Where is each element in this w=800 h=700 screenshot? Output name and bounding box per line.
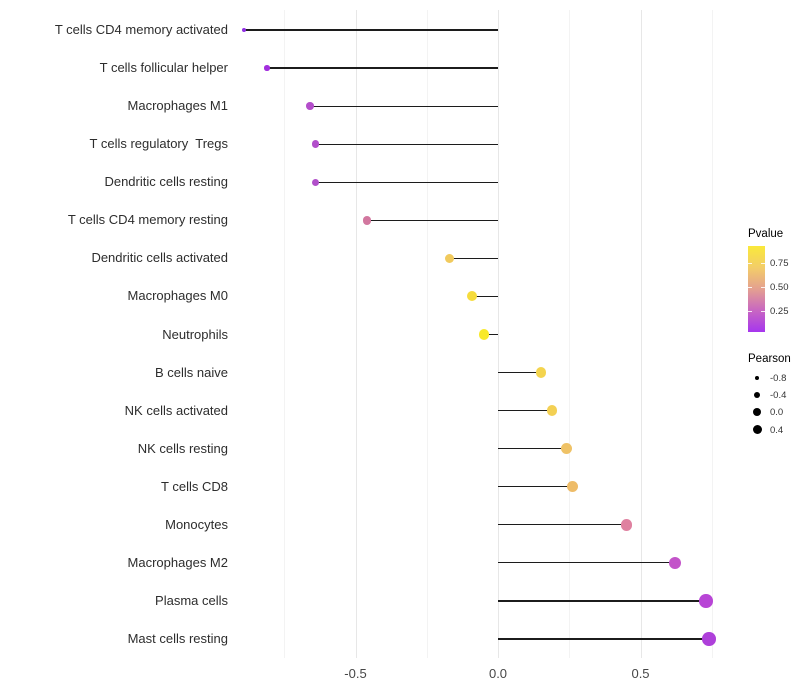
y-axis-label: T cells follicular helper [99, 60, 228, 76]
lollipop-dot [702, 632, 716, 646]
lollipop-dot [311, 178, 320, 186]
colorbar-tick [748, 262, 752, 264]
lollipop-dot [478, 329, 489, 340]
x-axis-tick-label: 0.0 [488, 666, 508, 681]
y-axis-label: T cells CD4 memory activated [54, 22, 228, 37]
y-axis-label: NK cells resting [137, 440, 228, 456]
lollipop-stick [498, 448, 567, 450]
y-axis-label: Macrophages M0 [127, 288, 228, 304]
pearson-legend-title: Pearson [748, 353, 791, 365]
y-axis-label: T cells CD4 memory resting [67, 212, 228, 228]
y-axis-label: T cells CD8 [161, 478, 228, 494]
colorbar-tick-label: 0.25 [770, 305, 789, 317]
lollipop-stick [483, 333, 499, 336]
lollipop-stick [498, 600, 706, 602]
lollipop-stick [498, 410, 553, 412]
y-axis-label: Dendritic cells activated [91, 250, 228, 266]
lollipop-stick [309, 105, 498, 107]
size-legend-dot [754, 375, 760, 381]
lollipop-stick [498, 486, 573, 488]
colorbar-tick-label: 0.75 [770, 257, 789, 269]
y-axis-label: T cells regulatory Tregs [89, 136, 228, 152]
y-axis-label: Mast cells resting [127, 631, 228, 646]
y-axis-label: Neutrophils [162, 326, 228, 342]
lollipop-dot [467, 291, 478, 302]
size-legend-label: 0.4 [770, 424, 784, 436]
lollipop-dot [306, 102, 314, 110]
pvalue-legend-title: Pvalue [748, 228, 784, 240]
colorbar-tick [761, 310, 765, 312]
y-axis-label: Macrophages M1 [127, 98, 228, 114]
x-axis-tick-label: -0.5 [344, 666, 367, 681]
y-axis-label: Dendritic cells resting [104, 174, 228, 190]
y-axis-label: Macrophages M2 [127, 554, 228, 570]
gridline-major [355, 10, 357, 658]
lollipop-stick [498, 371, 541, 374]
lollipop-dot [560, 443, 572, 455]
lollipop-dot [264, 65, 270, 71]
colorbar-tick [748, 286, 752, 288]
size-legend-label: -0.8 [770, 373, 787, 384]
size-legend-label: 0.0 [770, 407, 784, 418]
y-axis-label: NK cells activated [124, 402, 228, 418]
size-legend-dot [753, 391, 761, 399]
lollipop-dot [444, 253, 455, 264]
gridline-minor [284, 10, 286, 658]
x-axis-tick-label: 0.5 [631, 666, 650, 681]
lollipop-stick [498, 562, 675, 564]
lollipop-stick [498, 524, 627, 526]
gridline-minor [569, 10, 571, 658]
lollipop-dot [311, 140, 320, 148]
y-axis-label: Monocytes [165, 516, 228, 532]
lollipop-stick [315, 181, 498, 183]
gridline-major [498, 10, 499, 658]
pvalue-colorbar [748, 246, 765, 332]
lollipop-stick [449, 257, 498, 259]
gridline-minor [426, 10, 428, 658]
colorbar-tick [761, 262, 765, 264]
lollipop-dot [668, 556, 681, 569]
size-legend-dot [753, 408, 761, 416]
y-axis-label: B cells naive [155, 364, 228, 380]
lollipop-dot [566, 481, 578, 493]
size-legend-label: -0.4 [770, 390, 787, 401]
lollipop-stick [315, 143, 498, 145]
lollipop-stick [267, 67, 498, 69]
lollipop-stick [498, 638, 709, 640]
lollipop-dot [535, 367, 546, 378]
lollipop-stick [244, 29, 498, 31]
lollipop-dot [699, 594, 713, 608]
gridline-minor [711, 10, 713, 658]
lollipop-stick [366, 219, 498, 221]
colorbar-tick [748, 310, 752, 312]
lollipop-stick [472, 295, 498, 298]
lollipop-dot [620, 519, 632, 531]
colorbar-tick-label: 0.50 [770, 281, 789, 293]
lollipop-dot [242, 28, 247, 32]
gridline-major [640, 10, 642, 658]
colorbar-tick [761, 286, 765, 288]
lollipop-dot [546, 405, 558, 416]
size-legend-dot [752, 425, 762, 434]
y-axis-label: Plasma cells [155, 592, 228, 608]
lollipop-dot [362, 216, 372, 225]
